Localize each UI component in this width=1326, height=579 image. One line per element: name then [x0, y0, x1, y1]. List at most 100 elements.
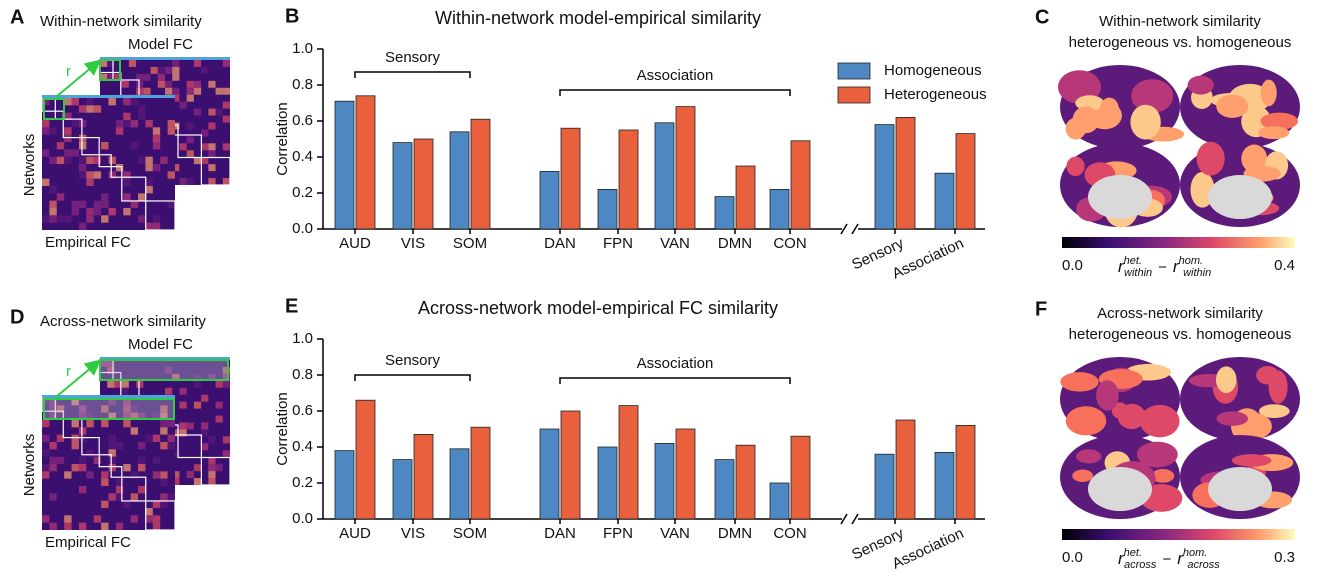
r-label: r — [66, 63, 71, 80]
matrix-cell — [158, 67, 165, 74]
matrix-cell — [42, 515, 49, 522]
parcel — [1188, 76, 1214, 95]
matrix-cell — [160, 442, 167, 449]
bar — [414, 434, 433, 519]
matrix-cell — [123, 120, 130, 127]
matrix-cell — [122, 388, 129, 395]
y-tick-label: 0.6 — [292, 402, 313, 419]
matrix-cell — [57, 157, 64, 164]
matrix-cell — [64, 157, 71, 164]
matrix-cell — [131, 201, 138, 208]
matrix-cell — [172, 60, 179, 67]
matrix-cell — [109, 449, 116, 456]
group-label: Association — [637, 355, 714, 372]
parcel — [1137, 442, 1178, 468]
panel-letter: A — [10, 6, 24, 28]
legend-swatch — [838, 63, 870, 79]
matrix-cell — [109, 135, 116, 142]
x-tick-label: CON — [773, 235, 806, 252]
bar — [471, 119, 490, 229]
matrix-cell — [216, 464, 223, 471]
bar — [598, 447, 617, 519]
bar — [791, 141, 810, 229]
brain — [1060, 143, 1180, 228]
matrix-cell — [145, 179, 152, 186]
y-tick-label: 0.8 — [292, 76, 313, 93]
bar — [956, 134, 975, 229]
matrix-cell — [165, 388, 172, 395]
medial-wall — [1088, 467, 1152, 511]
matrix-cell — [187, 136, 194, 143]
matrix-cell — [208, 150, 215, 157]
bracket — [355, 375, 470, 381]
matrix-cell — [42, 427, 49, 434]
matrix-cell — [223, 60, 230, 67]
parcel — [1261, 80, 1277, 107]
matrix-cell — [158, 74, 165, 81]
parcel — [1197, 142, 1225, 176]
matrix-cell — [42, 215, 49, 222]
matrix-cell — [172, 74, 179, 81]
matrix-cell — [101, 420, 108, 427]
matrix-cell — [64, 471, 71, 478]
parcel — [1258, 126, 1289, 139]
matrix-cell — [194, 402, 201, 409]
matrix-cell — [201, 423, 208, 430]
x-tick-label: VIS — [401, 235, 425, 252]
panel-letter: F — [1035, 298, 1047, 320]
matrix-cell — [223, 381, 230, 388]
matrix-cell — [168, 127, 175, 134]
bar — [770, 483, 789, 519]
matrix-cell — [145, 171, 152, 178]
colorbar-label: rhet.within−rhom.within — [1118, 255, 1211, 279]
model-label: Model FC — [128, 336, 193, 353]
matrix-cell — [201, 429, 208, 436]
matrix-cell — [86, 179, 93, 186]
bar — [715, 197, 734, 229]
y-tick-label: 0.4 — [292, 438, 313, 455]
matrix-cell — [116, 523, 123, 530]
matrix-cell — [79, 105, 86, 112]
bracket — [560, 90, 790, 96]
matrix-cell — [216, 381, 223, 388]
bar — [896, 420, 915, 519]
matrix-cell — [129, 88, 136, 95]
matrix-cell — [49, 186, 56, 193]
matrix-cell — [151, 67, 158, 74]
matrix-cell — [123, 420, 130, 427]
matrix-cell — [64, 127, 71, 134]
matrix-cell — [145, 435, 152, 442]
matrix-cell — [138, 157, 145, 164]
matrix-cell — [160, 435, 167, 442]
matrix-cell — [94, 208, 101, 215]
y-tick-label: 1.0 — [292, 330, 313, 347]
matrix-cell — [131, 427, 138, 434]
brain — [1058, 65, 1184, 149]
matrix-cell — [194, 116, 201, 123]
matrix-cell — [86, 105, 93, 112]
colorbar — [1062, 237, 1295, 248]
matrix-cell — [194, 381, 201, 388]
matrix-cell — [168, 442, 175, 449]
matrix-cell — [49, 457, 56, 464]
matrix-cell — [101, 179, 108, 186]
matrix-cell — [131, 515, 138, 522]
formula-part: within — [1183, 267, 1211, 279]
matrix-cell — [123, 98, 130, 105]
matrix-cell — [223, 450, 230, 457]
figure: AWithin-network similarityModel FCNetwor… — [0, 0, 1326, 574]
matrix-cell — [136, 88, 143, 95]
bar — [540, 171, 559, 229]
matrix-cell — [42, 127, 49, 134]
matrix-cell — [208, 436, 215, 443]
matrix-cell — [86, 208, 93, 215]
matrix-cell — [64, 98, 71, 105]
matrix-cell — [153, 523, 160, 530]
formula-part: hom. — [1183, 547, 1207, 559]
matrix-cell — [168, 171, 175, 178]
matrix-cell — [153, 164, 160, 171]
bar — [450, 132, 469, 229]
matrix-cell — [201, 178, 208, 185]
matrix-cell — [109, 98, 116, 105]
legend-label: Homogeneous — [884, 62, 982, 79]
